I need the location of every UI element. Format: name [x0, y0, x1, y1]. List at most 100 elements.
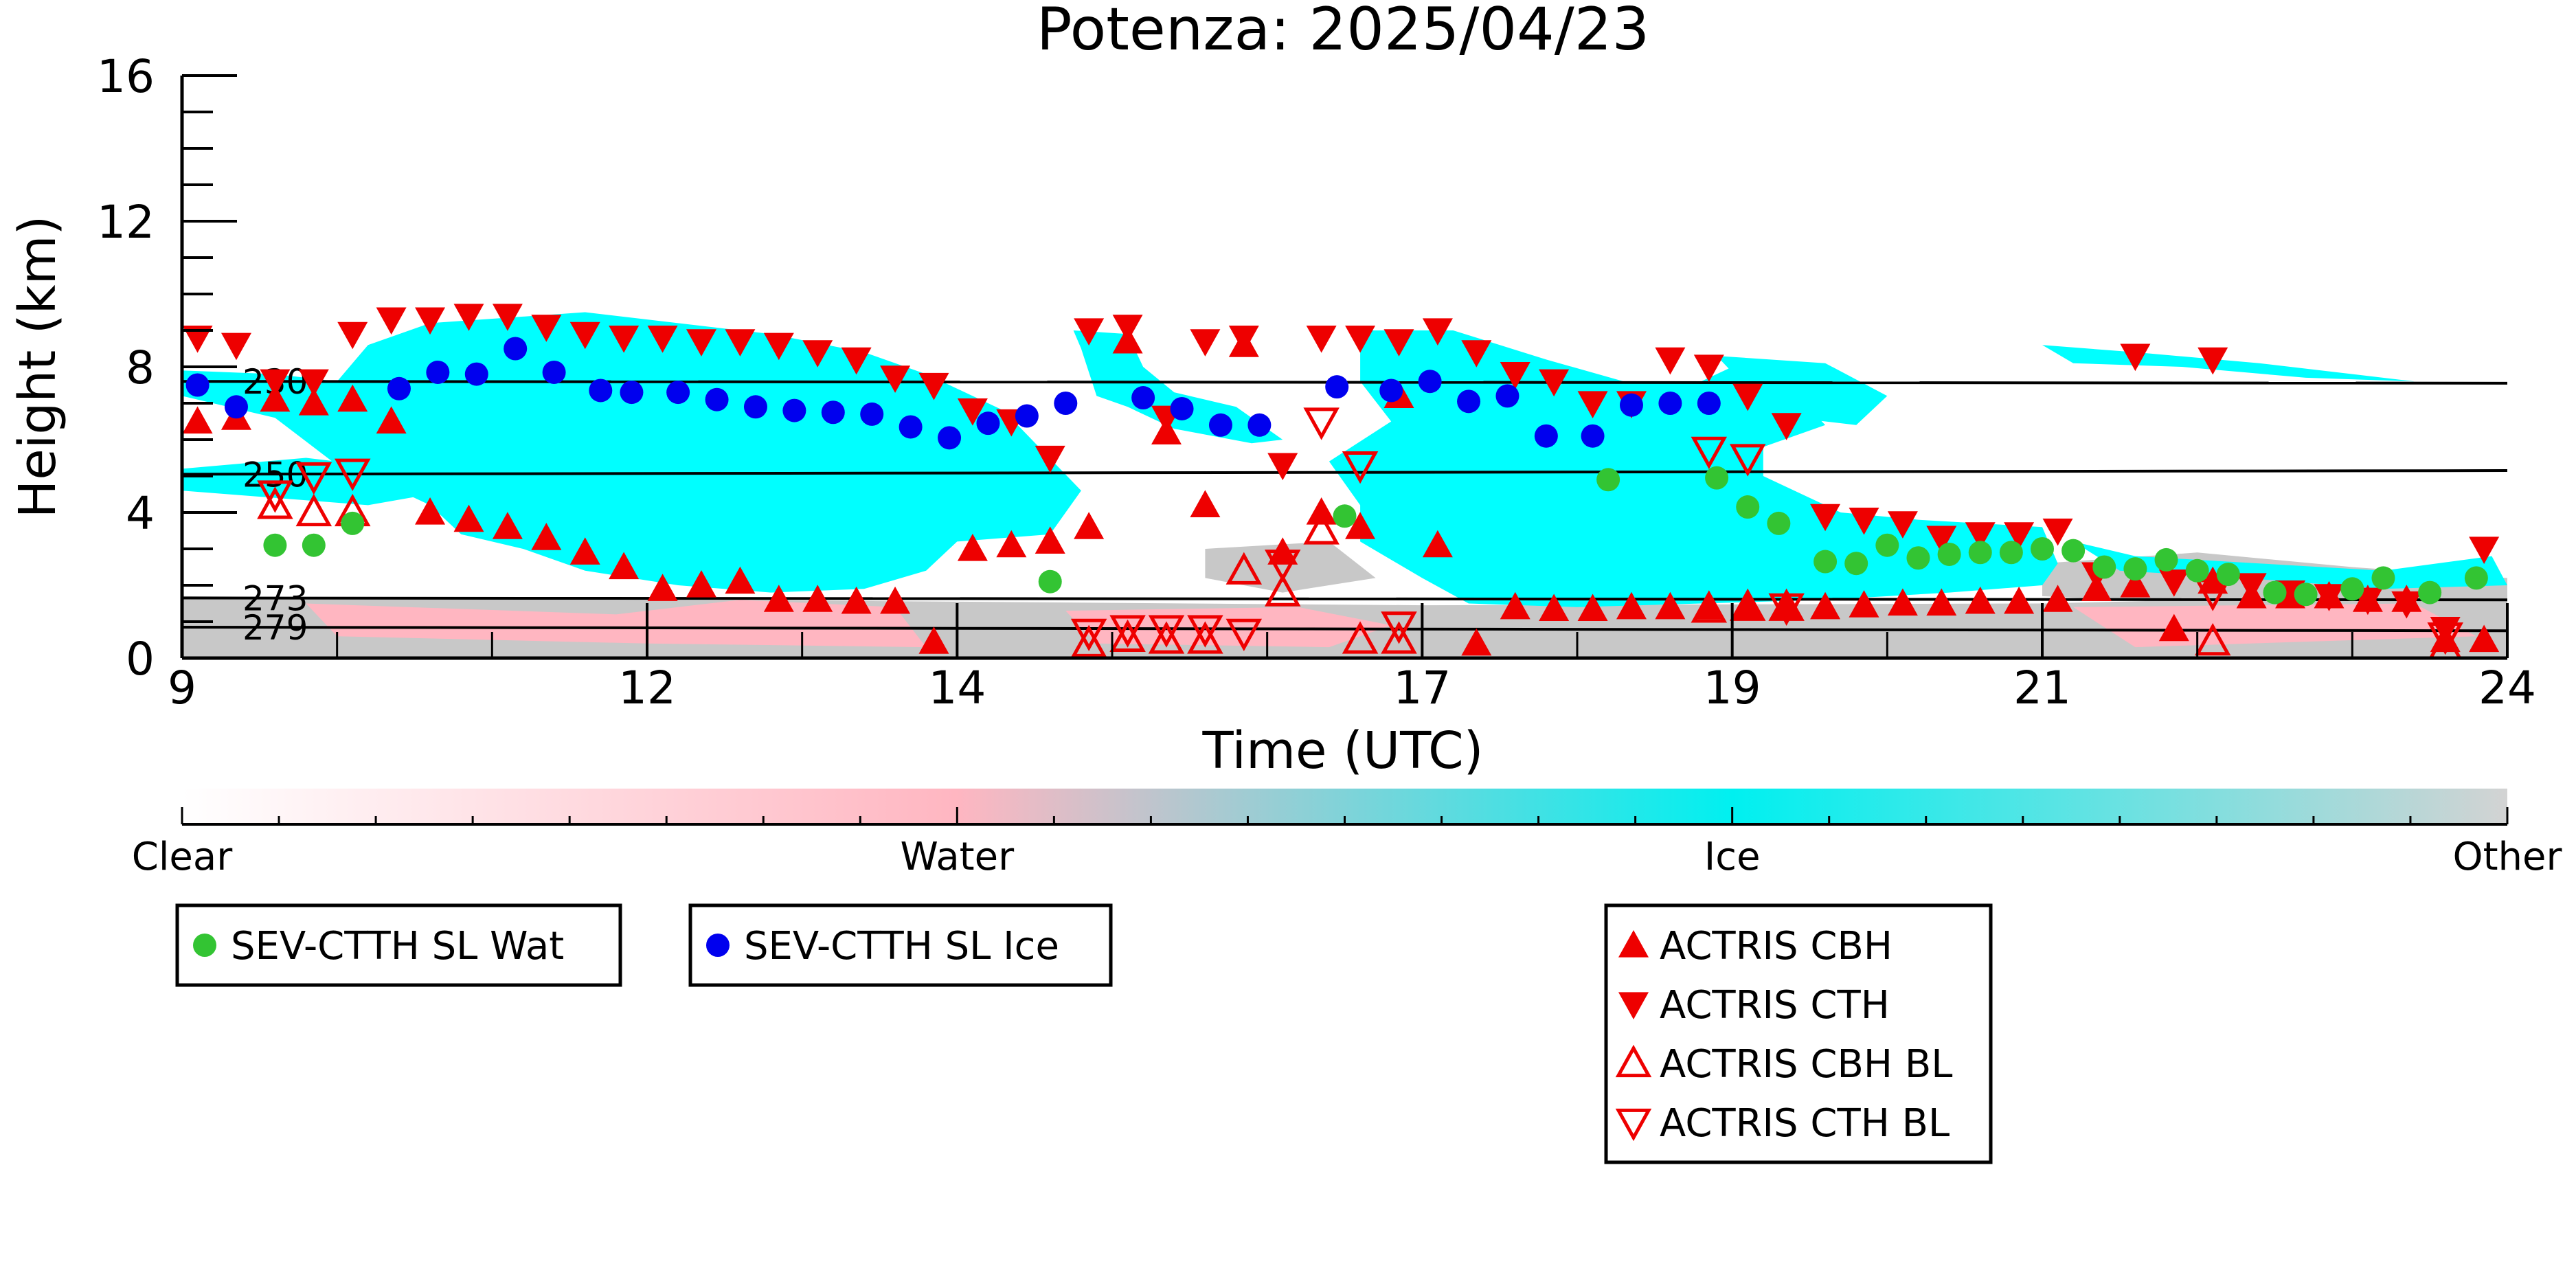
point-8 [492, 304, 523, 331]
axes: 0 4 8 12 16 9 12 14 17 19 21 24 [97, 50, 2536, 714]
point-13 [1937, 542, 1961, 566]
isotherm-line-250 [181, 469, 2508, 476]
y-axis-label: Height (km) [8, 216, 67, 519]
point-18 [1015, 404, 1039, 428]
point-21 [996, 530, 1027, 558]
point-14 [725, 566, 756, 594]
y-tick-label-4: 4 [126, 487, 155, 540]
x-tick-label-24: 24 [2478, 662, 2536, 714]
chart-title: Potenza: 2025/04/23 [1037, 0, 1649, 64]
point-7 [453, 304, 484, 331]
point-0 [263, 533, 287, 557]
point-24 [1112, 315, 1143, 342]
point-29 [1306, 326, 1337, 353]
point-31 [1619, 393, 1643, 417]
point-16 [938, 426, 962, 450]
point-12 [1691, 436, 1728, 470]
point-15 [899, 415, 923, 439]
point-18 [880, 586, 911, 614]
point-8 [620, 381, 644, 405]
ice-region-6 [2073, 541, 2507, 589]
point-59 [2469, 624, 2500, 653]
x-tick-label-17: 17 [1393, 662, 1451, 714]
point-45 [1926, 526, 1957, 554]
point-23 [1074, 512, 1105, 539]
point-47 [2004, 586, 2035, 614]
legend-ice: SEV-CTTH SL Ice [688, 903, 1113, 987]
legend-marker [1618, 930, 1649, 958]
legend-label: ACTRIS CBH BL [1660, 1042, 1952, 1087]
point-12 [782, 398, 806, 422]
point-14 [1968, 541, 1992, 565]
classification-mask [182, 312, 2507, 658]
point-43 [1849, 508, 1879, 535]
point-11 [1875, 533, 1899, 557]
point-26 [1418, 370, 1442, 394]
colorbar-label-other: Other [2452, 835, 2562, 879]
point-34 [1500, 591, 1530, 620]
colorbar-label-ice: Ice [1704, 835, 1761, 879]
point-7 [589, 379, 613, 403]
point-30 [1345, 512, 1376, 539]
y-tick-label-8: 8 [126, 341, 155, 394]
legend-marker [1615, 1044, 1652, 1078]
point-11 [743, 395, 767, 419]
point-23 [2263, 580, 2287, 605]
point-11 [609, 326, 640, 353]
point-33 [1461, 340, 1492, 368]
x-tick-label-12: 12 [618, 662, 676, 714]
point-43 [1849, 590, 1879, 618]
isotherm-label-279: 279 [242, 608, 308, 648]
point-27 [1228, 326, 1259, 353]
point-36 [1577, 594, 1608, 622]
colorbar-ticks [181, 807, 2509, 824]
point-50 [2120, 343, 2151, 372]
colorbar-labels: Clear Water Ice Other [132, 835, 2563, 879]
point-26 [1190, 329, 1221, 357]
point-23 [1074, 318, 1105, 346]
point-58 [2430, 617, 2461, 644]
point-8 [1264, 574, 1301, 607]
point-5 [1148, 615, 1185, 648]
point-15 [2194, 623, 2231, 656]
point-9 [1303, 407, 1340, 440]
point-37 [1616, 591, 1647, 620]
point-1 [295, 493, 332, 527]
point-3 [1038, 569, 1062, 594]
point-29 [1534, 424, 1558, 448]
x-tick-label-19: 19 [1704, 662, 1761, 714]
legend-label: ACTRIS CTH [1660, 983, 1890, 1028]
point-1 [221, 332, 251, 361]
point-4 [1109, 615, 1146, 648]
point-4 [337, 384, 368, 412]
point-39 [1693, 354, 1724, 382]
point-44 [1887, 588, 1918, 616]
legend-marker [193, 934, 216, 957]
point-10 [1844, 552, 1868, 576]
point-12 [647, 574, 678, 601]
x-tick-label-21: 21 [2013, 662, 2071, 714]
series-actris-cth [182, 304, 2500, 644]
point-9 [1814, 550, 1838, 574]
point-3 [1070, 624, 1107, 657]
point-5 [376, 406, 407, 434]
point-38 [1655, 347, 1686, 375]
point-4 [464, 362, 488, 386]
point-22 [2216, 563, 2240, 587]
point-10 [1342, 451, 1379, 484]
point-14 [725, 329, 756, 357]
legend-entry-actris-cbh: ACTRIS CBH [1618, 924, 1893, 969]
point-59 [2469, 536, 2500, 564]
point-19 [918, 626, 949, 654]
point-19 [2123, 557, 2147, 581]
point-47 [2004, 522, 2035, 550]
point-51 [2158, 613, 2189, 642]
legend-entry-sev-ctth-sl-ice: SEV-CTTH SL Ice [706, 924, 1059, 969]
y-tick-label-0: 0 [126, 633, 155, 686]
point-0 [182, 326, 213, 353]
legend-actris: ACTRIS CBH ACTRIS CTH ACTRIS CBH BL ACTRIS … [1604, 903, 1993, 1164]
point-48 [2042, 585, 2073, 612]
point-28 [1267, 453, 1298, 481]
ice-region-4 [1717, 356, 1888, 425]
legend-actris-frame [1604, 903, 1993, 1164]
